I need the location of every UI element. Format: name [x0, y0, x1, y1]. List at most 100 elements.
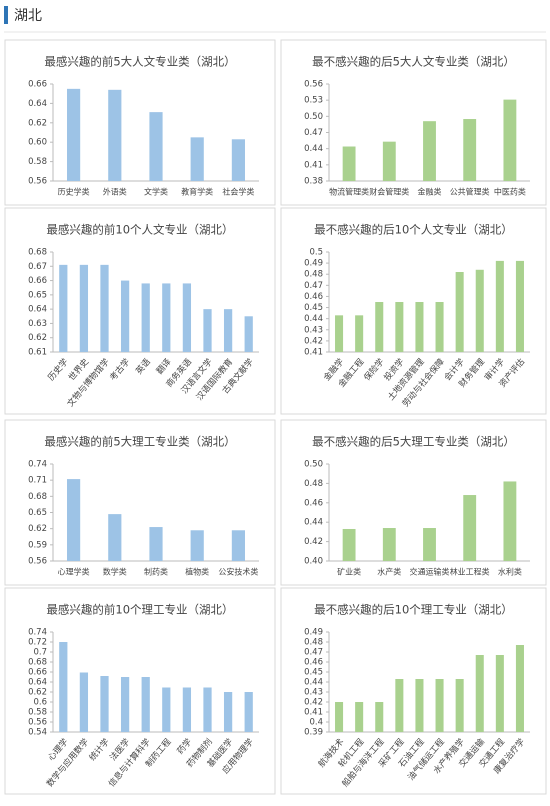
bar — [503, 99, 517, 181]
chart-title: 最感兴趣的前5大理工专业类（湖北） — [44, 435, 235, 449]
bar — [423, 528, 436, 561]
bar — [382, 528, 396, 561]
bar — [231, 139, 245, 181]
y-tick-label: 0.49 — [304, 259, 323, 269]
y-tick-label: 0.66 — [28, 80, 47, 90]
chart-panel — [4, 587, 276, 795]
bar — [395, 679, 404, 732]
y-tick-label: 0.68 — [28, 492, 47, 502]
bar — [475, 655, 484, 732]
bar — [100, 676, 109, 732]
bar — [515, 645, 524, 732]
y-tick-label: 0.64 — [28, 99, 47, 109]
bar — [67, 479, 81, 561]
x-tick-label: 公安技术类 — [218, 567, 258, 577]
bar — [375, 302, 384, 352]
y-tick-label: 0.59 — [28, 540, 47, 550]
bar — [149, 527, 163, 561]
x-tick-label: 中医药类 — [494, 187, 526, 197]
y-tick-label: 0.66 — [28, 276, 47, 286]
y-tick-label: 0.48 — [304, 270, 323, 280]
y-tick-label: 0.62 — [28, 118, 47, 128]
bar — [342, 528, 356, 561]
chart-title: 最不感兴趣的后10个人文专业（湖北） — [314, 223, 513, 237]
y-tick-label: 0.74 — [28, 460, 47, 470]
y-tick-label: 0.67 — [28, 262, 47, 272]
y-tick-label: 0.4 — [309, 718, 323, 728]
y-tick-label: 0.44 — [304, 144, 323, 154]
header-marker — [4, 6, 8, 24]
y-tick-label: 0.45 — [304, 668, 323, 678]
x-tick-label: 教育学类 — [181, 187, 213, 197]
bar — [223, 309, 233, 352]
bar — [415, 302, 424, 352]
bar — [59, 642, 68, 732]
x-tick-label: 财会管理类 — [369, 187, 409, 197]
y-tick-label: 0.47 — [304, 281, 323, 291]
y-tick-label: 0.46 — [304, 658, 323, 668]
y-tick-label: 0.44 — [304, 518, 323, 528]
bar — [335, 702, 344, 732]
y-tick-label: 0.62 — [28, 524, 47, 534]
chart-title: 最不感兴趣的后5大人文专业类（湖北） — [312, 55, 515, 69]
bar — [495, 655, 504, 732]
y-tick-label: 0.38 — [304, 177, 323, 187]
x-tick-label: 水利类 — [498, 567, 522, 577]
bar — [423, 121, 436, 181]
bar — [435, 302, 444, 352]
bar — [355, 702, 364, 732]
y-tick-label: 0.49 — [304, 628, 323, 638]
bar — [120, 280, 130, 352]
y-tick-label: 0.74 — [28, 628, 47, 638]
bar — [190, 137, 204, 181]
x-tick-label: 社会学类 — [222, 187, 254, 197]
y-tick-label: 0.40 — [304, 557, 323, 567]
chart-title: 最感兴趣的前5大人文专业类（湖北） — [44, 55, 235, 69]
y-tick-label: 0.44 — [304, 314, 323, 324]
bar — [182, 687, 192, 732]
y-tick-label: 0.56 — [28, 557, 47, 567]
bar — [455, 272, 464, 352]
y-tick-label: 0.48 — [304, 479, 323, 489]
bar — [503, 481, 517, 561]
y-tick-label: 0.5 — [309, 248, 323, 258]
y-tick-label: 0.72 — [28, 638, 47, 648]
bar — [244, 692, 253, 732]
bar — [455, 679, 464, 732]
x-tick-label: 水产类 — [377, 567, 401, 577]
bar — [463, 119, 477, 181]
y-tick-label: 0.56 — [28, 177, 47, 187]
bar — [342, 146, 356, 181]
y-tick-label: 0.43 — [304, 325, 323, 335]
y-tick-label: 0.56 — [304, 80, 323, 90]
y-tick-label: 0.39 — [304, 728, 323, 738]
y-tick-label: 0.41 — [304, 160, 323, 170]
x-tick-label: 金融类 — [418, 187, 442, 197]
x-tick-label: 文学类 — [144, 187, 168, 197]
bar — [59, 264, 68, 352]
y-tick-label: 0.6 — [33, 698, 47, 708]
y-tick-label: 0.62 — [28, 688, 47, 698]
y-tick-label: 0.50 — [304, 112, 323, 122]
x-tick-label: 心理学类 — [58, 567, 90, 577]
y-tick-label: 0.60 — [28, 138, 47, 148]
y-tick-label: 0.46 — [304, 498, 323, 508]
y-tick-label: 0.62 — [28, 333, 47, 343]
y-tick-label: 0.41 — [304, 708, 323, 718]
y-tick-label: 0.54 — [28, 728, 47, 738]
bar — [120, 677, 130, 732]
bar — [463, 495, 477, 561]
y-tick-label: 0.58 — [28, 708, 47, 718]
bar — [395, 302, 404, 352]
y-tick-label: 0.42 — [304, 537, 323, 547]
y-tick-label: 0.44 — [304, 678, 323, 688]
x-tick-label: 林业工程类 — [450, 567, 490, 577]
x-tick-label: 外语类 — [103, 187, 127, 197]
bar — [375, 702, 384, 732]
y-tick-label: 0.56 — [28, 718, 47, 728]
x-tick-label: 交通运输类 — [410, 567, 450, 577]
chart-panel — [280, 39, 547, 206]
y-tick-label: 0.42 — [304, 698, 323, 708]
bar — [149, 112, 163, 181]
